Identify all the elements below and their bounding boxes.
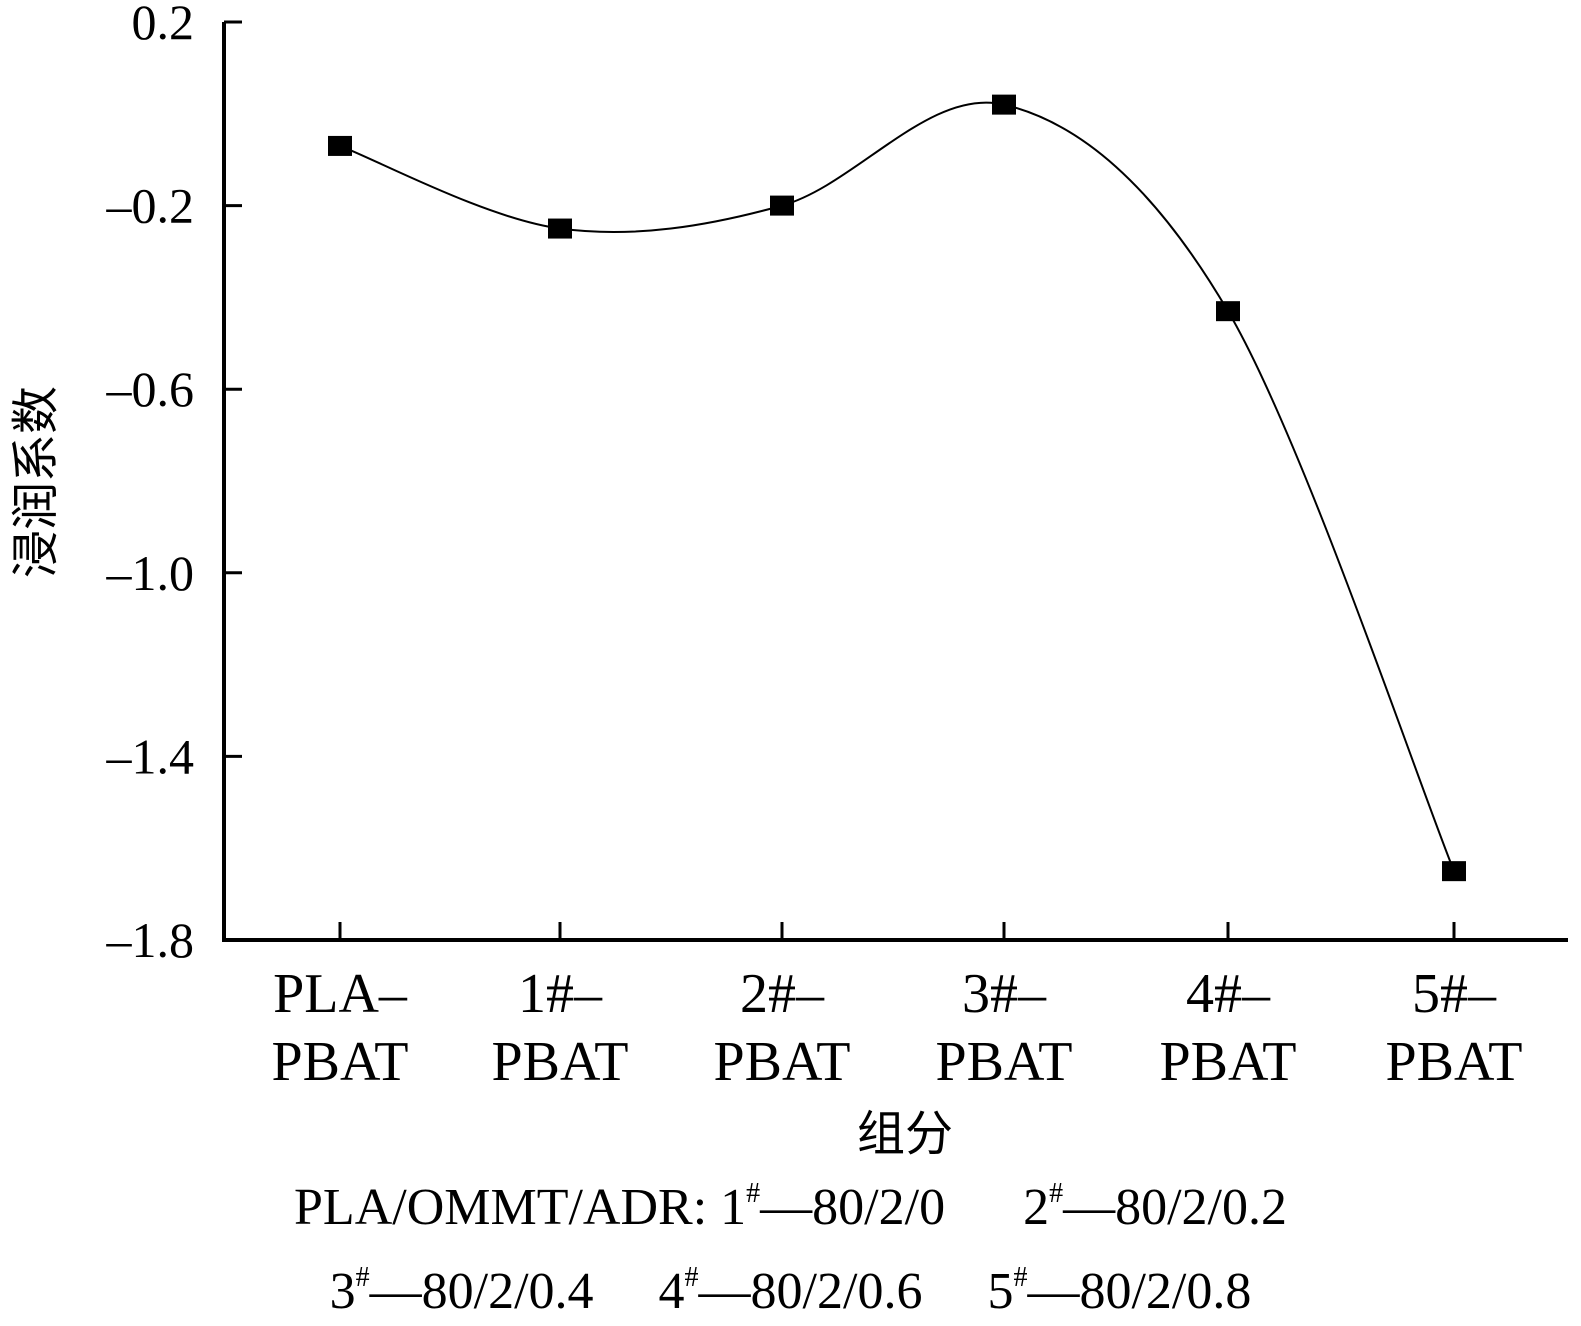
x-tick-label: 4#– PBAT [1160,963,1297,1093]
x-tick-label-line: PBAT [272,1031,409,1093]
x-tick-label-line: PBAT [1160,1031,1297,1093]
y-axis-title: 浸润系数 [8,386,64,578]
series-markers [328,94,1466,882]
legend-note-line-1: PLA/OMMT/ADR: 1#—80/2/0 2#—80/2/0.2 [294,1178,1287,1236]
x-tick-label: 1#– PBAT [492,963,629,1093]
axes [222,22,1568,942]
x-tick-label-line: 1#– [518,963,603,1025]
x-tick-label-line: PBAT [714,1031,851,1093]
data-point [548,218,572,239]
y-tick-label: 0.2 [132,0,195,50]
x-tick-label-line: PLA– [273,963,408,1025]
x-tick-label: 3#– PBAT [936,963,1073,1093]
x-tick-label-line: 5#– [1412,963,1497,1025]
y-tick-label: –0.2 [106,178,195,234]
x-tick-label-line: 4#– [1186,963,1271,1025]
superscript-hash: # [1013,1262,1028,1293]
y-tick-label: –1.0 [106,545,195,601]
superscript-hash: # [355,1262,370,1293]
x-tick-label: PLA– PBAT [272,963,409,1093]
x-tick-label-line: PBAT [1386,1031,1523,1093]
y-tick-label: –0.6 [106,361,195,417]
data-point [770,195,794,216]
x-tick-label: 2#– PBAT [714,963,851,1093]
series-line [339,101,1455,872]
superscript-hash: # [684,1262,699,1293]
legend-note-line-2: 3#—80/2/0.4 4#—80/2/0.6 5#—80/2/0.8 [329,1262,1252,1320]
data-point [992,94,1016,115]
x-axis-title: 组分 [857,1106,953,1162]
data-point [328,135,352,156]
data-point [1216,301,1240,322]
x-tick-label-line: PBAT [936,1031,1073,1093]
y-tick-label: –1.8 [106,912,195,968]
y-tick-label: –1.4 [106,728,195,784]
x-tick-label-line: 3#– [962,963,1047,1025]
x-tick-label-line: PBAT [492,1031,629,1093]
superscript-hash: # [1049,1178,1064,1209]
data-point [1442,861,1466,882]
superscript-hash: # [746,1178,761,1209]
x-tick-label-line: 2#– [740,963,825,1025]
x-tick-label: 5#– PBAT [1386,963,1523,1093]
y-ticks: 0.2 –0.2 –0.6 –1.0 –1.4 –1.8 [106,0,242,968]
